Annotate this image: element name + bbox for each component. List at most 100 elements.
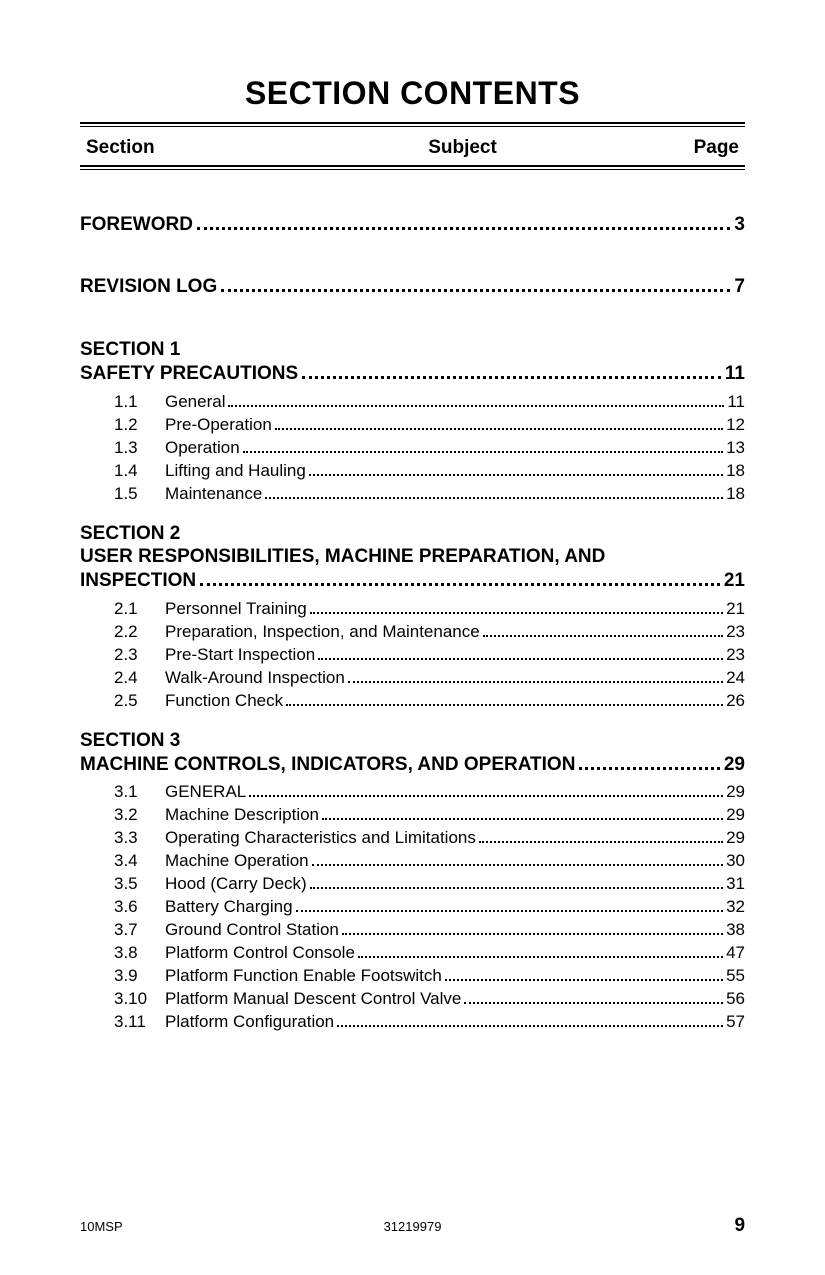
sub-label: GENERAL	[165, 782, 246, 802]
sub-label: Preparation, Inspection, and Maintenance	[165, 622, 480, 642]
toc-leader	[249, 795, 723, 797]
toc-sub-entry: 3.4Machine Operation 30	[80, 851, 745, 871]
sub-page: 29	[726, 828, 745, 848]
sub-label: Machine Description	[165, 805, 319, 825]
section-title-line: USER RESPONSIBILITIES, MACHINE PREPARATI…	[80, 545, 745, 569]
sub-page: 11	[727, 392, 745, 412]
sub-label: Ground Control Station	[165, 920, 339, 940]
toc-leader	[310, 887, 723, 889]
toc-leader	[243, 451, 723, 453]
sub-page: 18	[726, 484, 745, 504]
section-title-row: INSPECTION 21	[80, 569, 745, 593]
sub-number: 2.4	[80, 668, 165, 688]
sub-page: 21	[726, 599, 745, 619]
sub-number: 2.5	[80, 691, 165, 711]
sub-label: Platform Function Enable Footswitch	[165, 966, 442, 986]
section-title: SAFETY PRECAUTIONS	[80, 362, 298, 386]
sub-number: 3.8	[80, 943, 165, 963]
sub-page: 29	[726, 782, 745, 802]
toc-sub-entry: 3.9Platform Function Enable Footswitch 5…	[80, 966, 745, 986]
sub-label: Personnel Training	[165, 599, 307, 619]
sub-number: 1.5	[80, 484, 165, 504]
page-title: SECTION CONTENTS	[80, 75, 745, 112]
toc-sub-entry: 2.2Preparation, Inspection, and Maintena…	[80, 622, 745, 642]
sub-number: 1.3	[80, 438, 165, 458]
toc-section: SECTION 3MACHINE CONTROLS, INDICATORS, A…	[80, 729, 745, 1033]
toc-section: SECTION 2USER RESPONSIBILITIES, MACHINE …	[80, 522, 745, 711]
sub-number: 3.4	[80, 851, 165, 871]
toc-sub-entry: 3.8Platform Control Console 47	[80, 943, 745, 963]
toc-leader	[312, 864, 723, 866]
toc-leader	[464, 1002, 723, 1004]
toc-leader	[286, 704, 723, 706]
sub-page: 31	[726, 874, 745, 894]
sub-number: 2.3	[80, 645, 165, 665]
toc-label: REVISION LOG	[80, 276, 217, 298]
sub-label: Function Check	[165, 691, 283, 711]
toc-leader	[322, 818, 723, 820]
rule-bottom	[80, 165, 745, 170]
toc-leader	[479, 841, 723, 843]
column-header-row: Section Subject Page	[80, 133, 745, 165]
toc-sub-entry: 1.1General 11	[80, 392, 745, 412]
toc-sub-entry: 2.4Walk-Around Inspection 24	[80, 668, 745, 688]
sub-page: 12	[726, 415, 745, 435]
sub-label: General	[165, 392, 225, 412]
sub-number: 3.5	[80, 874, 165, 894]
sub-number: 3.6	[80, 897, 165, 917]
toc-leader	[445, 979, 723, 981]
toc-sub-entry: 3.7Ground Control Station 38	[80, 920, 745, 940]
toc-leader	[358, 956, 723, 958]
sub-page: 29	[726, 805, 745, 825]
toc-sub-entry: 1.2Pre-Operation 12	[80, 415, 745, 435]
sub-number: 3.3	[80, 828, 165, 848]
sub-number: 3.1	[80, 782, 165, 802]
toc-leader	[228, 405, 724, 407]
toc-leader	[348, 681, 723, 683]
sub-label: Pre-Operation	[165, 415, 272, 435]
sub-label: Platform Configuration	[165, 1012, 334, 1032]
sub-label: Maintenance	[165, 484, 262, 504]
sub-page: 30	[726, 851, 745, 871]
sub-label: Platform Control Console	[165, 943, 355, 963]
toc-top-entry: FOREWORD 3	[80, 214, 745, 236]
sub-number: 1.4	[80, 461, 165, 481]
toc-sub-entry: 1.3Operation 13	[80, 438, 745, 458]
section-page: 29	[724, 753, 745, 777]
footer-pagenum: 9	[523, 1215, 745, 1237]
sub-page: 38	[726, 920, 745, 940]
col-page: Page	[639, 137, 739, 159]
toc-leader	[309, 474, 723, 476]
sub-page: 23	[726, 622, 745, 642]
page-footer: 10MSP 31219979 9	[80, 1215, 745, 1237]
col-section: Section	[86, 137, 286, 159]
footer-docnum: 31219979	[302, 1219, 524, 1234]
sub-page: 56	[726, 989, 745, 1009]
toc-leader	[275, 428, 723, 430]
toc-label: FOREWORD	[80, 214, 193, 236]
sub-number: 3.9	[80, 966, 165, 986]
toc-leader	[296, 910, 724, 912]
toc-leader	[197, 227, 730, 230]
section-number: SECTION 3	[80, 729, 745, 753]
section-page: 21	[724, 569, 745, 593]
toc-leader	[302, 376, 721, 379]
rule-top	[80, 122, 745, 127]
toc-sub-entry: 1.5Maintenance 18	[80, 484, 745, 504]
section-number: SECTION 2	[80, 522, 745, 546]
sub-page: 18	[726, 461, 745, 481]
sub-label: Walk-Around Inspection	[165, 668, 345, 688]
section-page: 11	[725, 362, 745, 386]
sub-number: 3.11	[80, 1012, 165, 1032]
toc-leader	[342, 933, 723, 935]
col-subject: Subject	[286, 137, 639, 159]
toc-sub-entry: 1.4Lifting and Hauling 18	[80, 461, 745, 481]
sub-label: Lifting and Hauling	[165, 461, 306, 481]
sub-number: 3.7	[80, 920, 165, 940]
sub-number: 2.2	[80, 622, 165, 642]
toc-page: 7	[734, 276, 745, 298]
footer-model: 10MSP	[80, 1219, 302, 1234]
section-title-row: SAFETY PRECAUTIONS 11	[80, 362, 745, 386]
toc-sub-entry: 3.5Hood (Carry Deck) 31	[80, 874, 745, 894]
sub-page: 55	[726, 966, 745, 986]
